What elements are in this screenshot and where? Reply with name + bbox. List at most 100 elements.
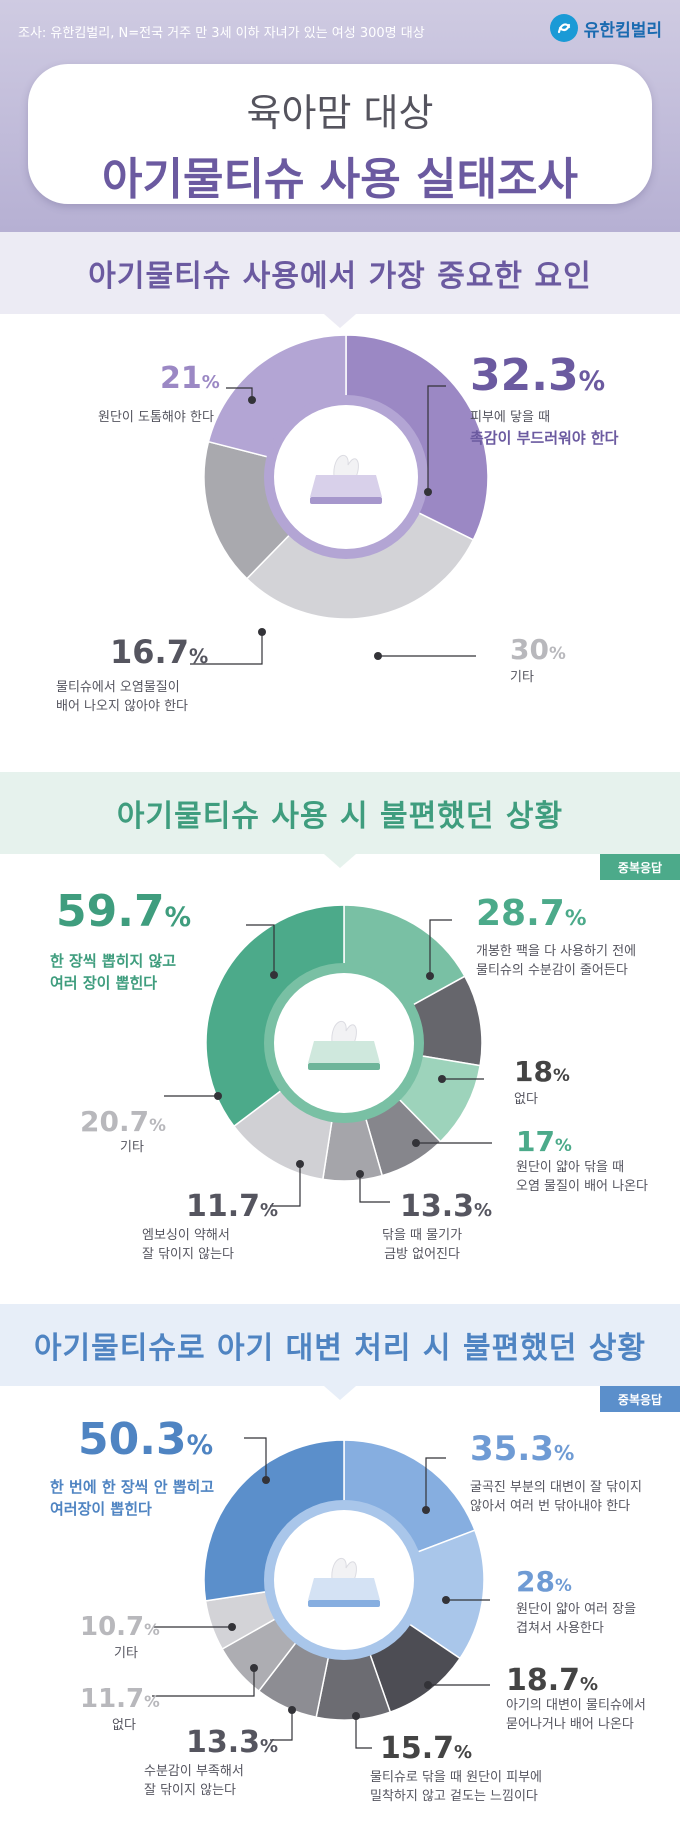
value-percent-sign: % — [454, 1742, 473, 1763]
leader-dot-1 — [426, 972, 434, 980]
data-label-value-3-5: 13.3% — [186, 1728, 278, 1758]
survey-source: 조사: 유한킴벌리, N=전국 거주 만 3세 이하 자녀가 있는 여성 300… — [18, 26, 425, 41]
label-line-highlight: 촉감이 부드러워야 한다 — [470, 429, 619, 447]
leader-line-1 — [425, 1457, 446, 1510]
value-percent-sign: % — [554, 1135, 572, 1155]
value-number: 28 — [516, 1565, 555, 1598]
donut-chart-1 — [190, 334, 489, 665]
section-3-notch — [324, 1386, 356, 1400]
label-line: 피부에 닿을 때 — [470, 410, 551, 425]
label-line: 원단이 도톰해야 한다 — [98, 410, 214, 425]
title-line-1: 육아맘 대상 — [246, 91, 434, 135]
value-percent-sign: % — [144, 1621, 160, 1639]
data-label-text-2-7: 한 장씩 뽑히지 않고 여러 장이 뽑힌다 — [50, 950, 176, 994]
leader-line-7 — [246, 924, 275, 975]
label-line: 배어 나오지 않아야 한다 — [56, 699, 188, 714]
value-number: 16.7 — [110, 633, 189, 671]
leader-line-3 — [190, 632, 263, 665]
value-number: 17 — [516, 1125, 555, 1158]
logo-text: 유한킴벌리 — [583, 20, 662, 41]
leader-dot-7 — [228, 1623, 236, 1631]
value-number: 59.7 — [56, 886, 165, 937]
tissue-box-icon — [310, 454, 382, 504]
leader-dot-4 — [352, 1712, 360, 1720]
data-label-value-3-1: 35.3% — [470, 1432, 574, 1466]
value-percent-sign: % — [552, 1065, 570, 1085]
data-label-value-2-6: 20.7% — [80, 1108, 166, 1136]
label-line: 엠보싱이 약해서 — [142, 1228, 230, 1243]
data-label-value-3-2: 28% — [516, 1568, 572, 1596]
data-label-text-1-3: 물티슈에서 오염물질이 배어 나오지 않아야 한다 — [56, 678, 188, 716]
leader-dot-8 — [262, 1476, 270, 1484]
label-line: 기타 — [120, 1140, 144, 1155]
value-percent-sign: % — [201, 372, 220, 393]
value-number: 28.7 — [476, 893, 565, 934]
leader-line-5 — [270, 1164, 301, 1207]
section-3-multiple-response-tag: 중복응답 — [600, 1386, 680, 1412]
leader-line-8 — [244, 1437, 267, 1480]
value-number: 32.3 — [470, 350, 579, 401]
label-line: 없다 — [112, 1718, 136, 1733]
leader-dot-2 — [438, 1075, 446, 1083]
leader-dot-4 — [248, 396, 256, 404]
label-line: 개봉한 팩을 다 사용하기 전에 — [476, 944, 637, 959]
label-line: 기타 — [510, 670, 534, 685]
value-number: 35.3 — [470, 1429, 554, 1469]
value-percent-sign: % — [554, 1575, 572, 1595]
leader-dot-5 — [296, 1160, 304, 1168]
value-percent-sign: % — [564, 906, 587, 931]
data-label-value-1-1: 32.3% — [470, 354, 605, 398]
leader-dot-2 — [442, 1596, 450, 1604]
data-label-text-3-4: 물티슈로 닦을 때 원단이 피부에 밀착하지 않고 겉도는 느낌이다 — [370, 1768, 542, 1806]
data-label-text-3-5: 수분감이 부족해서 잘 닦이지 않는다 — [144, 1762, 244, 1800]
value-number: 18.7 — [506, 1663, 581, 1698]
section-1-band: 아기물티슈 사용에서 가장 중요한 요인 — [0, 232, 680, 314]
value-percent-sign: % — [260, 1736, 279, 1757]
data-label-text-2-2: 없다 — [514, 1090, 538, 1109]
section-3-title: 아기물티슈로 아기 대변 처리 시 불편했던 상황 — [33, 1331, 647, 1366]
data-label-text-3-2: 원단이 얇아 여러 장을 겹쳐서 사용한다 — [516, 1600, 636, 1638]
label-line: 기타 — [114, 1646, 138, 1661]
donut-chart-2 — [164, 904, 492, 1207]
label-line: 원단이 얇아 여러 장을 — [516, 1602, 637, 1617]
label-line-highlight: 여러장이 뽑힌다 — [50, 1500, 152, 1518]
data-label-text-2-3: 원단이 얇아 닦을 때 오염 물질이 배어 나온다 — [516, 1158, 648, 1196]
data-label-value-2-3: 17% — [516, 1128, 572, 1156]
label-line: 잘 닦이지 않는다 — [144, 1783, 236, 1798]
data-label-value-1-4: 21% — [160, 364, 220, 394]
value-percent-sign: % — [188, 645, 209, 668]
value-number: 13.3 — [400, 1189, 475, 1224]
value-number: 50.3 — [78, 1414, 187, 1465]
leader-dot-5 — [288, 1706, 296, 1714]
section-2-title: 아기물티슈 사용 시 불편했던 상황 — [116, 799, 564, 834]
section-1-notch — [324, 314, 356, 328]
value-number: 15.7 — [380, 1731, 455, 1766]
value-percent-sign: % — [548, 643, 566, 663]
value-percent-sign: % — [580, 1674, 599, 1695]
data-label-text-2-6: 기타 — [120, 1138, 144, 1157]
logo: 유한킴벌리 — [549, 14, 662, 42]
data-label-value-2-4: 13.3% — [400, 1192, 492, 1222]
data-label-value-2-5: 11.7% — [186, 1192, 278, 1222]
data-label-value-3-7: 10.7% — [80, 1614, 160, 1640]
value-number: 21 — [160, 361, 202, 396]
label-line: 금방 없어진다 — [384, 1247, 460, 1262]
value-number: 13.3 — [186, 1725, 261, 1760]
leader-dot-6 — [214, 1092, 222, 1100]
label-line-highlight: 한 번에 한 장씩 안 뽑히고 — [50, 1478, 215, 1496]
label-line-highlight: 한 장씩 뽑히지 않고 — [50, 952, 177, 970]
leader-dot-1 — [422, 1506, 430, 1514]
value-percent-sign: % — [149, 1115, 166, 1135]
data-label-value-3-3: 18.7% — [506, 1666, 598, 1696]
leader-dot-3 — [412, 1139, 420, 1147]
data-label-value-3-4: 15.7% — [380, 1734, 472, 1764]
data-label-value-1-2: 30% — [510, 636, 566, 664]
data-label-text-3-3: 아기의 대변이 물티슈에서 묻어나거나 배어 나온다 — [506, 1696, 646, 1734]
value-number: 30 — [510, 633, 549, 666]
title-box: 육아맘 대상 아기물티슈 사용 실태조사 — [28, 64, 652, 205]
label-line: 아기의 대변이 물티슈에서 — [506, 1698, 646, 1713]
label-line: 물티슈의 수분감이 줄어든다 — [476, 963, 628, 978]
